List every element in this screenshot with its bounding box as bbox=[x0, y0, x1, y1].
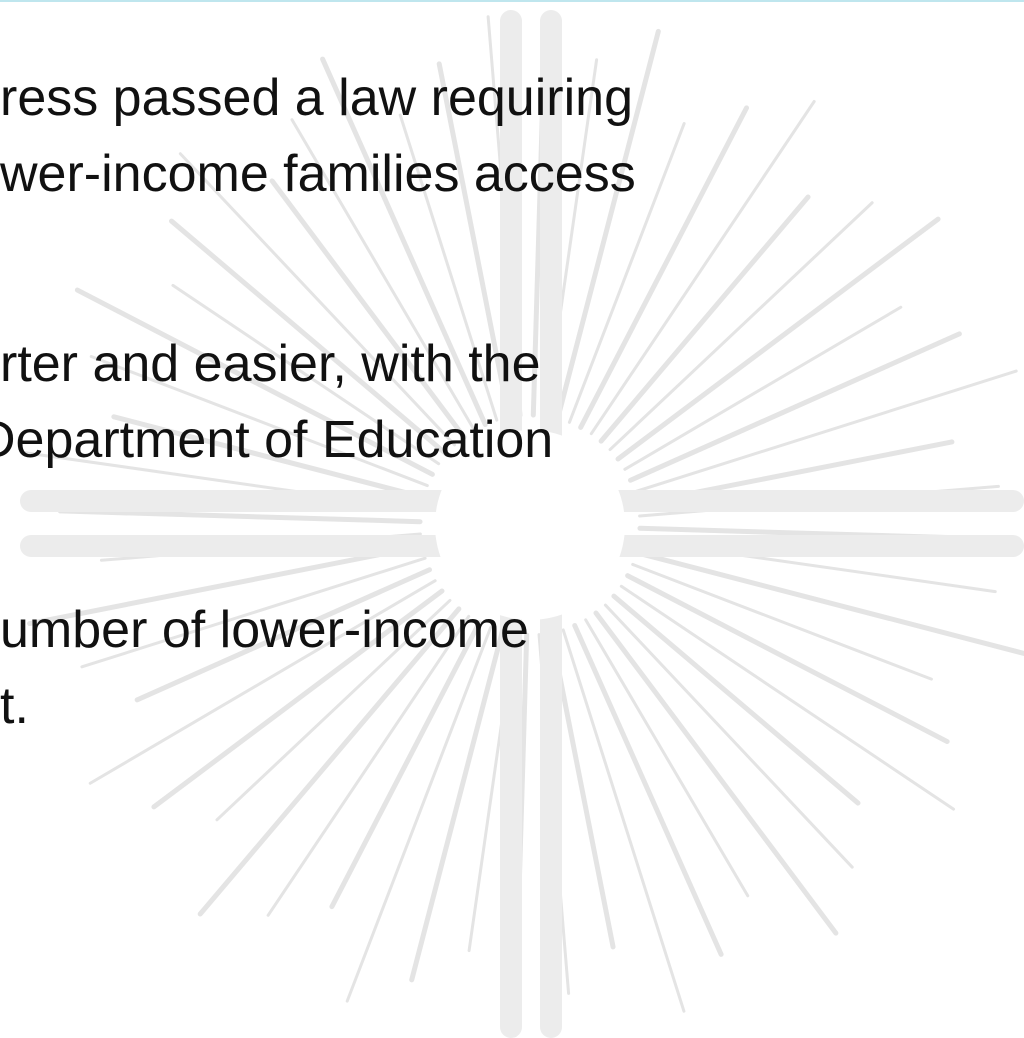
text-line: wer-income families access bbox=[0, 148, 636, 200]
ray bbox=[596, 613, 836, 933]
slide: ress passed a law requiring wer-income f… bbox=[0, 0, 1024, 1038]
ray bbox=[618, 219, 938, 459]
ray bbox=[610, 203, 872, 450]
text-line: umber of lower-income bbox=[0, 604, 529, 656]
ray bbox=[586, 620, 748, 896]
ray bbox=[614, 596, 858, 803]
ray bbox=[575, 625, 721, 954]
ray bbox=[332, 623, 479, 907]
ray bbox=[633, 564, 932, 679]
text-line: ress passed a law requiring bbox=[0, 72, 633, 124]
ray bbox=[60, 511, 420, 522]
ray bbox=[605, 605, 852, 867]
text-line: rter and easier, with the bbox=[0, 338, 541, 390]
ray bbox=[630, 334, 959, 480]
ray bbox=[625, 307, 901, 469]
text-line: t. bbox=[0, 680, 29, 732]
ray bbox=[601, 197, 808, 441]
text-line: Department of Education bbox=[0, 414, 553, 466]
